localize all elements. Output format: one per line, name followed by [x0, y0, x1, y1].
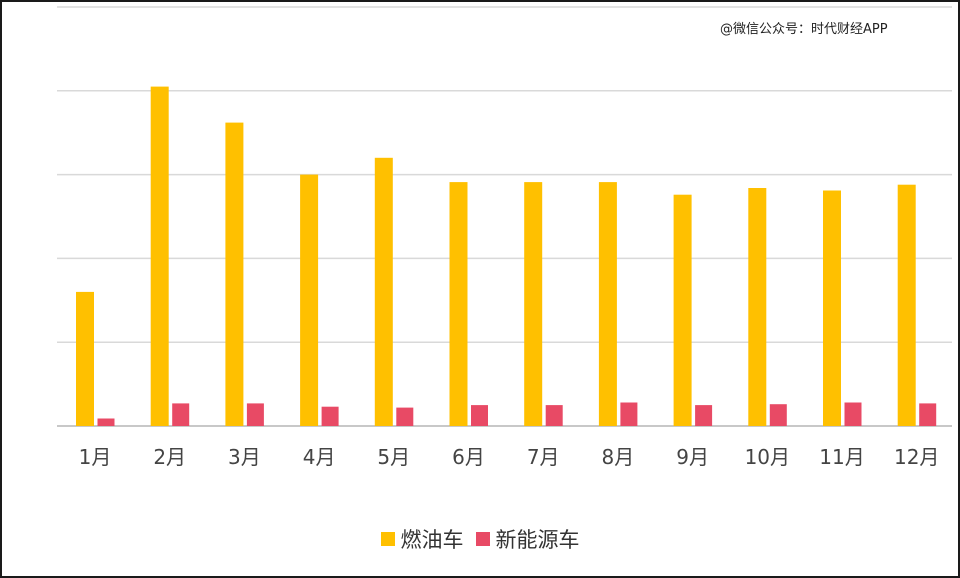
x-tick-labels: 1月 2月 3月 4月 5月 6月 7月 8月 9月 10月 11月 12月 — [79, 445, 940, 469]
bar-nev — [545, 405, 563, 426]
legend: 燃油车 新能源车 — [2, 524, 958, 554]
x-tick-label: 11月 — [819, 445, 864, 469]
bar-fuel — [150, 86, 169, 426]
bar-fuel — [897, 184, 916, 426]
bar-fuel — [76, 291, 94, 426]
bar-nev — [471, 405, 488, 426]
bar-fuel — [748, 188, 767, 426]
x-tick-label: 2月 — [153, 445, 186, 469]
legend-swatch-nev — [475, 532, 490, 546]
x-tick-label: 8月 — [602, 445, 635, 469]
bar-fuel — [598, 182, 617, 426]
x-tick-label: 3月 — [228, 445, 261, 469]
bar-nev — [246, 403, 264, 426]
x-tick-label: 9月 — [676, 445, 709, 469]
bar-nev — [620, 402, 638, 426]
bar-nev — [396, 407, 414, 426]
bar-chart: 1月 2月 3月 4月 5月 6月 7月 8月 9月 10月 11月 12月 — [57, 6, 952, 469]
bar-fuel — [524, 182, 543, 426]
legend-item-nev: 新能源车 — [475, 524, 580, 554]
bar-fuel — [225, 122, 244, 426]
x-tick-label: 7月 — [527, 445, 560, 469]
legend-item-fuel: 燃油车 — [380, 524, 464, 554]
bar-nev — [919, 403, 937, 426]
bar-nev — [769, 404, 787, 426]
bar-nev — [321, 406, 339, 426]
x-tick-label: 10月 — [745, 445, 790, 469]
legend-label-fuel: 燃油车 — [400, 528, 464, 552]
watermark-text: @微信公众号：时代财经APP — [720, 22, 888, 37]
bar-nev — [172, 403, 190, 426]
bar-fuel — [374, 157, 393, 427]
x-tick-label: 1月 — [79, 445, 112, 469]
bar-nev — [97, 418, 115, 426]
bars — [76, 86, 937, 427]
legend-label-nev: 新能源车 — [495, 528, 580, 552]
legend-swatch-fuel — [380, 532, 395, 546]
bar-nev — [695, 405, 713, 426]
x-tick-label: 4月 — [303, 445, 336, 469]
grid-lines — [57, 6, 952, 427]
bar-fuel — [673, 194, 692, 426]
bar-fuel — [449, 182, 468, 426]
x-tick-label: 6月 — [452, 445, 485, 469]
bar-fuel — [823, 190, 841, 426]
bar-fuel — [300, 174, 319, 426]
bar-nev — [844, 402, 862, 426]
x-tick-label: 12月 — [894, 445, 939, 469]
x-tick-label: 5月 — [377, 445, 410, 469]
